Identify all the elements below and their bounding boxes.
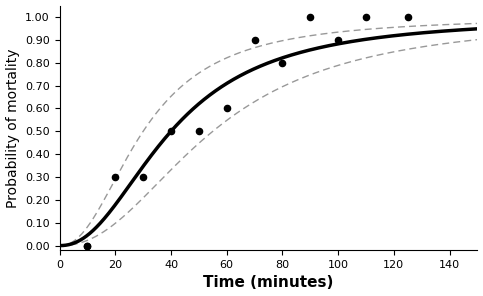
Point — [223, 106, 230, 111]
X-axis label: Time (minutes): Time (minutes) — [203, 276, 334, 290]
Point — [167, 129, 175, 134]
Y-axis label: Probability of mortality: Probability of mortality — [6, 48, 19, 207]
Point — [279, 60, 286, 65]
Point — [84, 243, 91, 248]
Point — [404, 15, 412, 19]
Point — [362, 15, 370, 19]
Point — [306, 15, 314, 19]
Point — [139, 175, 147, 179]
Point — [251, 38, 258, 42]
Point — [84, 243, 91, 248]
Point — [112, 175, 119, 179]
Point — [195, 129, 203, 134]
Point — [334, 38, 342, 42]
